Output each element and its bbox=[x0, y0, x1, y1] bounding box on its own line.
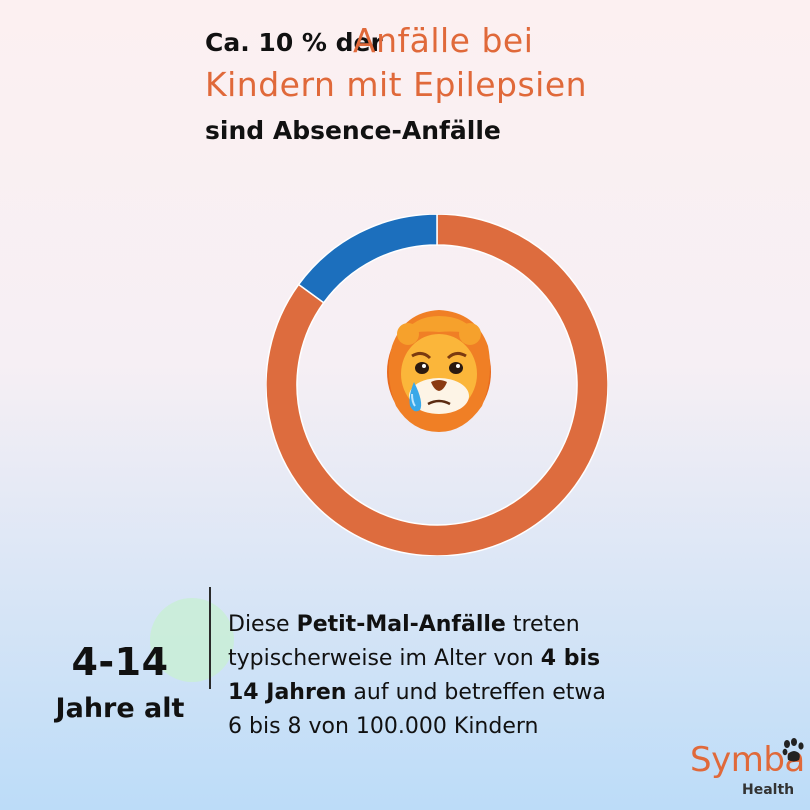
paw-icon bbox=[782, 738, 804, 762]
description-bold: 4 bis bbox=[540, 646, 601, 671]
headline-suffix: sind Absence-Anfälle bbox=[205, 116, 501, 145]
donut-slice-0 bbox=[266, 214, 608, 556]
headline-highlight-2: Kindern mit Epilepsien bbox=[205, 65, 588, 104]
description-text: Diese bbox=[228, 612, 297, 637]
description-text: typischerweise im Alter von bbox=[228, 646, 541, 671]
description-line-3: 14 Jahren auf und betreffen etwa bbox=[228, 676, 788, 710]
description-bold: 14 Jahren bbox=[228, 680, 347, 705]
description-line-1: Diese Petit-Mal-Anfälle treten bbox=[228, 608, 788, 642]
description-line-4: 6 bis 8 von 100.000 Kindern bbox=[228, 710, 788, 744]
donut-chart bbox=[266, 214, 608, 556]
age-bubble bbox=[150, 598, 234, 682]
headline-highlight-1: Anfälle bei bbox=[353, 21, 534, 60]
description-text: 6 bis 8 von 100.000 Kindern bbox=[228, 714, 539, 739]
description-bold: Petit-Mal-Anfälle bbox=[296, 612, 506, 637]
brand-logo: Symba Health bbox=[690, 738, 805, 804]
brand-sub: Health bbox=[742, 782, 795, 798]
divider bbox=[209, 587, 211, 689]
description-text: auf und betreffen etwa bbox=[346, 680, 606, 705]
description: Diese Petit-Mal-Anfälle treten typischer… bbox=[228, 608, 788, 744]
donut-slice-1 bbox=[297, 214, 438, 304]
age-label: Jahre alt bbox=[55, 693, 185, 724]
headline-prefix: Ca. 10 % der bbox=[205, 28, 383, 57]
description-text: treten bbox=[505, 612, 580, 637]
age-number: 4-14 bbox=[71, 640, 169, 684]
crying-lion-icon bbox=[387, 310, 491, 432]
donut-chart-svg bbox=[266, 214, 608, 556]
description-line-2: typischerweise im Alter von 4 bis bbox=[228, 642, 788, 676]
